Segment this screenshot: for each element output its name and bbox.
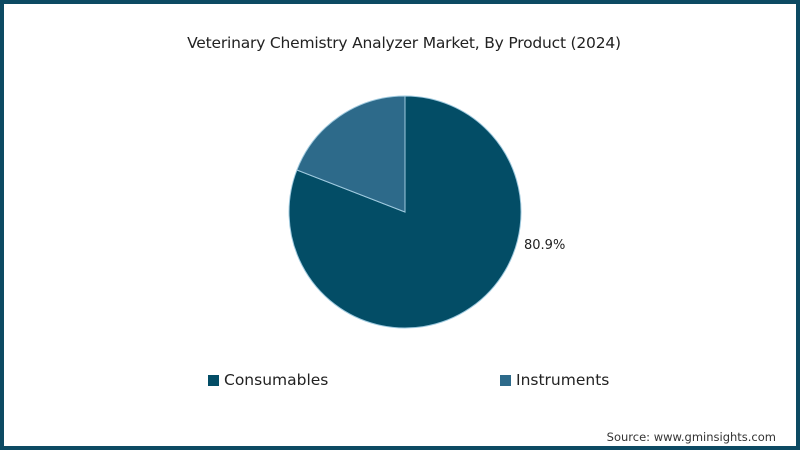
legend-item-consumables[interactable]: Consumables [208, 371, 328, 389]
pie-chart [288, 95, 522, 329]
chart-title: Veterinary Chemistry Analyzer Market, By… [187, 34, 621, 52]
legend-swatch-instruments [500, 374, 511, 386]
legend-swatch-consumables [208, 374, 219, 386]
pie-slice-instruments[interactable] [296, 95, 406, 213]
legend-label-instruments: Instruments [516, 371, 610, 389]
source-note: Source: www.gminsights.com [606, 430, 776, 444]
legend-item-instruments[interactable]: Instruments [500, 371, 609, 389]
data-label-consumables: 80.9% [524, 238, 566, 253]
legend-label-consumables: Consumables [224, 371, 329, 389]
